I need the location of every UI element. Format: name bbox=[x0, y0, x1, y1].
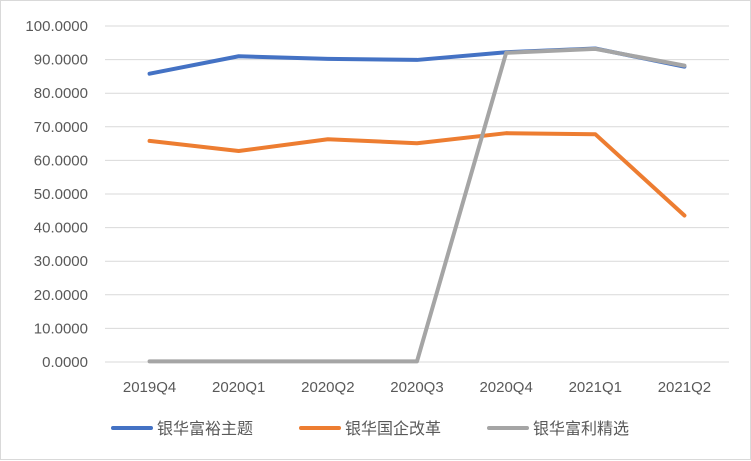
y-tick-label: 30.0000 bbox=[34, 253, 88, 270]
legend-label: 银华国企改革 bbox=[345, 419, 441, 438]
y-axis-tick-labels: 0.0000 10.0000 20.0000 30.0000 40.0000 5… bbox=[25, 18, 88, 371]
series-lines bbox=[147, 46, 687, 364]
y-tick-label: 0.0000 bbox=[42, 354, 88, 371]
series-line-2 bbox=[147, 131, 687, 218]
x-axis-tick-labels: 2019Q4 2020Q1 2020Q2 2020Q3 2020Q4 2021Q… bbox=[123, 379, 711, 396]
x-tick-label: 2021Q2 bbox=[658, 379, 711, 396]
series-line-3 bbox=[147, 46, 687, 364]
x-tick-label: 2019Q4 bbox=[123, 379, 176, 396]
y-tick-label: 20.0000 bbox=[34, 287, 88, 304]
y-tick-label: 100.0000 bbox=[25, 18, 88, 35]
y-tick-label: 90.0000 bbox=[34, 52, 88, 69]
gridlines bbox=[105, 25, 729, 363]
legend-label: 银华富利精选 bbox=[533, 419, 629, 438]
x-tick-label: 2020Q2 bbox=[301, 379, 354, 396]
y-tick-label: 80.0000 bbox=[34, 85, 88, 102]
x-tick-label: 2020Q3 bbox=[390, 379, 443, 396]
y-tick-label: 10.0000 bbox=[34, 320, 88, 337]
y-tick-label: 50.0000 bbox=[34, 186, 88, 203]
legend: 银华富裕主题 银华国企改革 银华富利精选 bbox=[111, 419, 629, 438]
x-tick-label: 2020Q4 bbox=[479, 379, 532, 396]
y-tick-label: 60.0000 bbox=[34, 152, 88, 169]
y-tick-label: 40.0000 bbox=[34, 220, 88, 237]
legend-label: 银华富裕主题 bbox=[157, 419, 253, 438]
x-tick-label: 2020Q1 bbox=[212, 379, 265, 396]
y-tick-label: 70.0000 bbox=[34, 119, 88, 136]
x-tick-label: 2021Q1 bbox=[569, 379, 622, 396]
